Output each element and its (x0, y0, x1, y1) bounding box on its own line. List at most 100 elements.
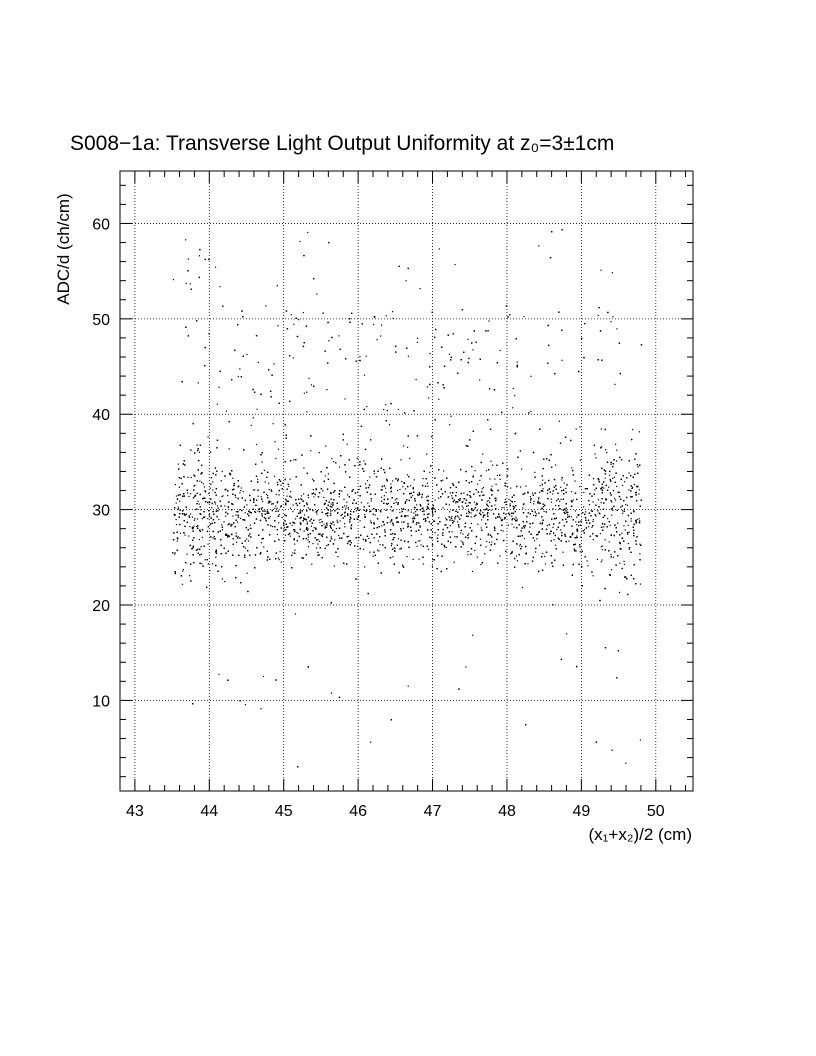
data-point (343, 505, 346, 507)
data-point (200, 553, 203, 555)
data-point (386, 503, 389, 505)
data-point (237, 536, 239, 538)
data-point (424, 520, 426, 523)
data-point (605, 498, 608, 501)
data-point (470, 516, 472, 518)
data-point (619, 562, 621, 564)
data-point (338, 335, 340, 337)
data-point (173, 513, 175, 515)
data-point (565, 633, 568, 635)
data-point (207, 436, 209, 438)
data-point (185, 239, 187, 241)
data-point (174, 484, 177, 486)
data-point (175, 523, 178, 526)
data-point (313, 496, 315, 498)
data-point (542, 479, 544, 481)
data-point (603, 487, 605, 489)
data-point (418, 558, 420, 560)
data-point (275, 493, 277, 496)
data-point (274, 507, 276, 509)
data-point (188, 515, 190, 517)
data-point (376, 339, 378, 341)
data-point (362, 548, 365, 550)
data-point (283, 526, 285, 529)
data-point (268, 482, 270, 484)
data-point (263, 469, 266, 471)
data-point (419, 287, 421, 290)
data-point (438, 248, 440, 250)
data-point (592, 501, 594, 503)
data-point (270, 501, 272, 503)
data-point (345, 505, 348, 507)
data-point (493, 526, 495, 528)
data-point (256, 408, 258, 410)
data-point (235, 532, 237, 534)
data-point (419, 540, 421, 542)
data-point (576, 516, 578, 518)
data-point (212, 563, 214, 565)
data-point (175, 495, 178, 497)
data-point (611, 749, 613, 751)
data-point (500, 519, 502, 521)
data-point (614, 383, 616, 385)
data-point (413, 479, 415, 481)
data-point (332, 503, 334, 506)
data-point (541, 521, 544, 524)
data-point (184, 534, 186, 536)
data-point (409, 485, 412, 487)
data-point (212, 481, 214, 483)
data-point (344, 523, 346, 525)
data-point (420, 533, 422, 535)
data-point (397, 408, 400, 411)
data-point (327, 473, 330, 475)
data-point (612, 316, 614, 318)
data-point (239, 368, 241, 370)
data-point (410, 511, 412, 513)
data-point (579, 426, 581, 428)
data-point (555, 504, 557, 507)
data-point (214, 503, 217, 505)
data-point (341, 490, 343, 492)
data-point (431, 501, 433, 503)
data-point (312, 489, 314, 491)
data-point (497, 516, 499, 518)
data-point (406, 555, 408, 558)
data-point (390, 491, 392, 493)
data-point (318, 452, 320, 454)
data-point (316, 513, 318, 515)
data-point (249, 524, 251, 526)
data-point (278, 514, 280, 516)
data-point (288, 485, 290, 487)
data-point (638, 431, 641, 433)
data-point (225, 410, 227, 412)
data-point (385, 404, 387, 406)
data-point (273, 475, 276, 478)
data-point (494, 478, 496, 480)
data-point (176, 537, 178, 539)
data-point (181, 583, 184, 585)
data-point (475, 502, 478, 504)
data-point (252, 417, 254, 419)
data-point (248, 540, 250, 542)
data-point (276, 285, 278, 287)
data-point (232, 477, 234, 479)
data-point (499, 478, 501, 480)
data-point (384, 487, 387, 489)
data-point (597, 499, 600, 501)
data-point (516, 560, 519, 562)
data-point (622, 512, 624, 514)
data-point (608, 486, 610, 488)
data-point (175, 518, 177, 521)
data-point (596, 558, 598, 561)
data-point (426, 453, 428, 455)
data-point (592, 539, 594, 541)
data-point (347, 494, 349, 496)
data-point (294, 543, 296, 545)
data-point (402, 527, 404, 529)
data-point (227, 494, 229, 497)
data-point (345, 507, 347, 509)
data-point (293, 323, 295, 325)
data-point (503, 501, 506, 504)
data-point (250, 424, 252, 426)
data-point (513, 526, 515, 528)
